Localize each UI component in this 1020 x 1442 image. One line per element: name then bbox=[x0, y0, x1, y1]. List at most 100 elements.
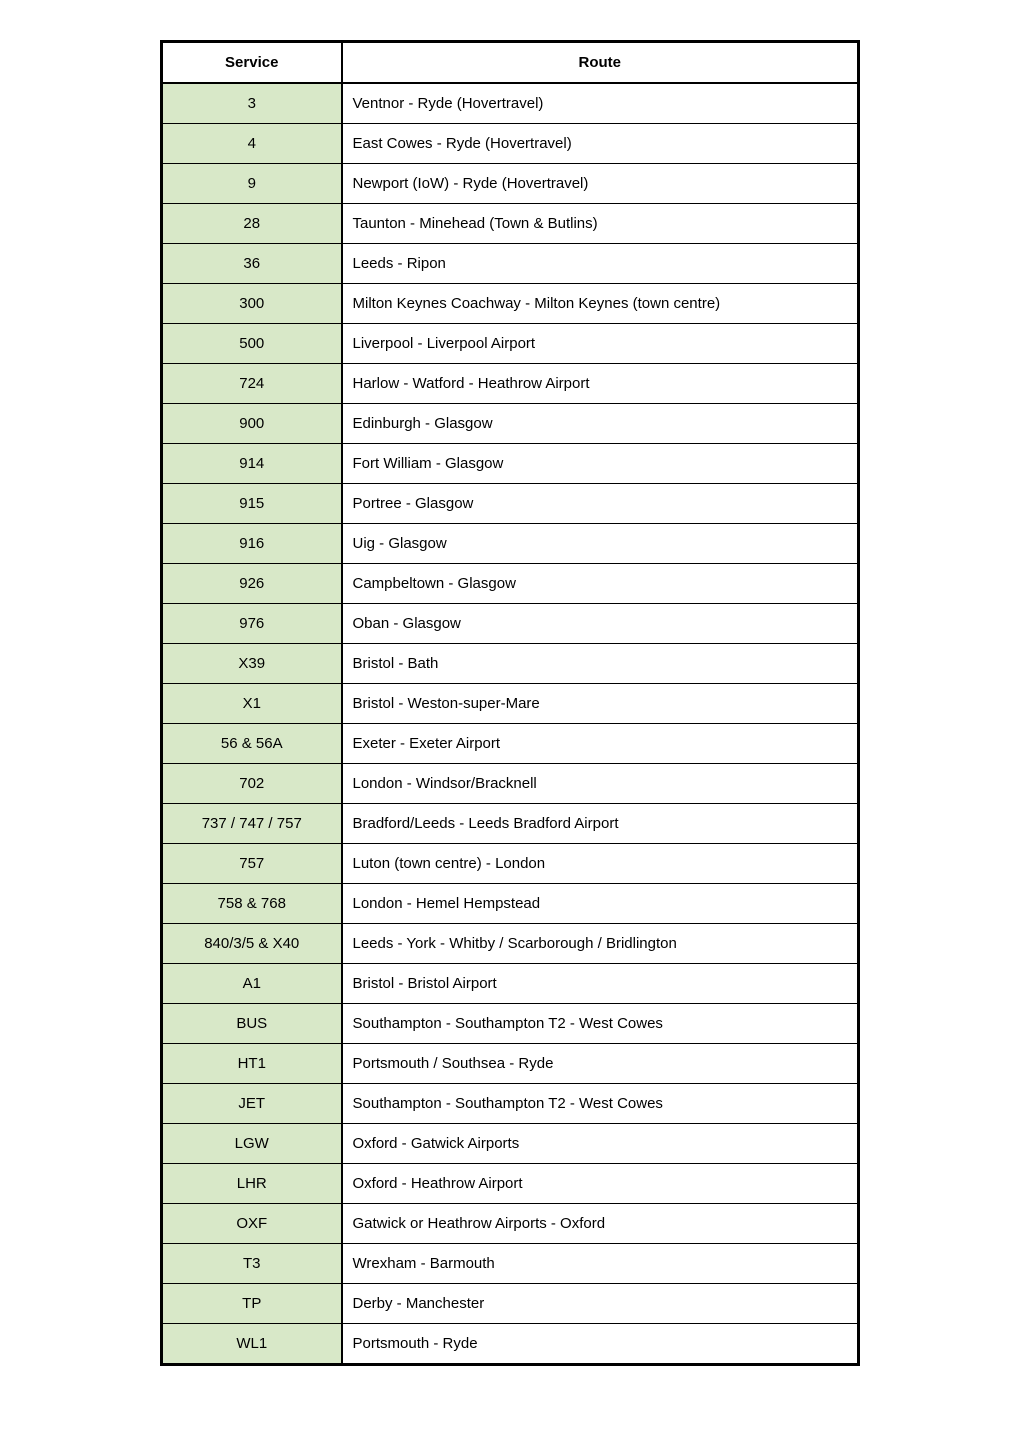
service-cell: BUS bbox=[162, 1004, 342, 1044]
service-cell: 724 bbox=[162, 364, 342, 404]
table-row: LHROxford - Heathrow Airport bbox=[162, 1164, 859, 1204]
table-row: 926Campbeltown - Glasgow bbox=[162, 564, 859, 604]
route-cell: Southampton - Southampton T2 - West Cowe… bbox=[342, 1004, 859, 1044]
route-cell: Milton Keynes Coachway - Milton Keynes (… bbox=[342, 284, 859, 324]
route-cell: Portree - Glasgow bbox=[342, 484, 859, 524]
table-row: 724Harlow - Watford - Heathrow Airport bbox=[162, 364, 859, 404]
service-cell: HT1 bbox=[162, 1044, 342, 1084]
service-cell: 500 bbox=[162, 324, 342, 364]
route-cell: Bristol - Bristol Airport bbox=[342, 964, 859, 1004]
route-cell: Oxford - Gatwick Airports bbox=[342, 1124, 859, 1164]
service-cell: 915 bbox=[162, 484, 342, 524]
route-cell: Edinburgh - Glasgow bbox=[342, 404, 859, 444]
route-cell: Leeds - York - Whitby / Scarborough / Br… bbox=[342, 924, 859, 964]
table-row: 840/3/5 & X40Leeds - York - Whitby / Sca… bbox=[162, 924, 859, 964]
route-cell: London - Windsor/Bracknell bbox=[342, 764, 859, 804]
service-cell: A1 bbox=[162, 964, 342, 1004]
route-cell: Bristol - Weston-super-Mare bbox=[342, 684, 859, 724]
table-row: OXFGatwick or Heathrow Airports - Oxford bbox=[162, 1204, 859, 1244]
service-cell: 9 bbox=[162, 164, 342, 204]
table-row: 500Liverpool - Liverpool Airport bbox=[162, 324, 859, 364]
route-cell: Campbeltown - Glasgow bbox=[342, 564, 859, 604]
route-cell: Wrexham - Barmouth bbox=[342, 1244, 859, 1284]
route-cell: Liverpool - Liverpool Airport bbox=[342, 324, 859, 364]
service-cell: 28 bbox=[162, 204, 342, 244]
service-cell: 3 bbox=[162, 83, 342, 124]
table-row: 300Milton Keynes Coachway - Milton Keyne… bbox=[162, 284, 859, 324]
table-row: JETSouthampton - Southampton T2 - West C… bbox=[162, 1084, 859, 1124]
service-cell: 757 bbox=[162, 844, 342, 884]
table-row: 900Edinburgh - Glasgow bbox=[162, 404, 859, 444]
table-row: 702London - Windsor/Bracknell bbox=[162, 764, 859, 804]
table-body: 3Ventnor - Ryde (Hovertravel)4East Cowes… bbox=[162, 83, 859, 1365]
service-cell: 914 bbox=[162, 444, 342, 484]
service-cell: WL1 bbox=[162, 1324, 342, 1365]
table-row: 737 / 747 / 757Bradford/Leeds - Leeds Br… bbox=[162, 804, 859, 844]
table-row: 758 & 768London - Hemel Hempstead bbox=[162, 884, 859, 924]
table-row: 4East Cowes - Ryde (Hovertravel) bbox=[162, 124, 859, 164]
service-cell: 900 bbox=[162, 404, 342, 444]
table-row: 36Leeds - Ripon bbox=[162, 244, 859, 284]
table-row: X1Bristol - Weston-super-Mare bbox=[162, 684, 859, 724]
table-row: BUSSouthampton - Southampton T2 - West C… bbox=[162, 1004, 859, 1044]
service-cell: 56 & 56A bbox=[162, 724, 342, 764]
table-row: 757Luton (town centre) - London bbox=[162, 844, 859, 884]
table-row: TPDerby - Manchester bbox=[162, 1284, 859, 1324]
table-row: A1Bristol - Bristol Airport bbox=[162, 964, 859, 1004]
route-cell: Uig - Glasgow bbox=[342, 524, 859, 564]
table-row: 9Newport (IoW) - Ryde (Hovertravel) bbox=[162, 164, 859, 204]
routes-table-container: Service Route 3Ventnor - Ryde (Hovertrav… bbox=[160, 40, 860, 1366]
route-cell: Oban - Glasgow bbox=[342, 604, 859, 644]
table-header-row: Service Route bbox=[162, 42, 859, 84]
service-cell: OXF bbox=[162, 1204, 342, 1244]
service-cell: 840/3/5 & X40 bbox=[162, 924, 342, 964]
service-cell: 702 bbox=[162, 764, 342, 804]
route-cell: Fort William - Glasgow bbox=[342, 444, 859, 484]
header-service: Service bbox=[162, 42, 342, 84]
routes-table: Service Route 3Ventnor - Ryde (Hovertrav… bbox=[160, 40, 860, 1366]
table-row: X39Bristol - Bath bbox=[162, 644, 859, 684]
service-cell: 36 bbox=[162, 244, 342, 284]
route-cell: Harlow - Watford - Heathrow Airport bbox=[342, 364, 859, 404]
table-row: 914Fort William - Glasgow bbox=[162, 444, 859, 484]
service-cell: X39 bbox=[162, 644, 342, 684]
table-row: 3Ventnor - Ryde (Hovertravel) bbox=[162, 83, 859, 124]
route-cell: East Cowes - Ryde (Hovertravel) bbox=[342, 124, 859, 164]
table-row: LGWOxford - Gatwick Airports bbox=[162, 1124, 859, 1164]
route-cell: Bradford/Leeds - Leeds Bradford Airport bbox=[342, 804, 859, 844]
table-row: T3Wrexham - Barmouth bbox=[162, 1244, 859, 1284]
route-cell: Taunton - Minehead (Town & Butlins) bbox=[342, 204, 859, 244]
service-cell: LGW bbox=[162, 1124, 342, 1164]
service-cell: 737 / 747 / 757 bbox=[162, 804, 342, 844]
route-cell: Luton (town centre) - London bbox=[342, 844, 859, 884]
service-cell: 300 bbox=[162, 284, 342, 324]
table-row: 916Uig - Glasgow bbox=[162, 524, 859, 564]
table-row: WL1Portsmouth - Ryde bbox=[162, 1324, 859, 1365]
service-cell: JET bbox=[162, 1084, 342, 1124]
route-cell: Derby - Manchester bbox=[342, 1284, 859, 1324]
route-cell: Oxford - Heathrow Airport bbox=[342, 1164, 859, 1204]
service-cell: T3 bbox=[162, 1244, 342, 1284]
route-cell: Portsmouth / Southsea - Ryde bbox=[342, 1044, 859, 1084]
service-cell: 976 bbox=[162, 604, 342, 644]
service-cell: LHR bbox=[162, 1164, 342, 1204]
route-cell: Bristol - Bath bbox=[342, 644, 859, 684]
service-cell: 4 bbox=[162, 124, 342, 164]
route-cell: Portsmouth - Ryde bbox=[342, 1324, 859, 1365]
table-row: 56 & 56AExeter - Exeter Airport bbox=[162, 724, 859, 764]
route-cell: Exeter - Exeter Airport bbox=[342, 724, 859, 764]
header-route: Route bbox=[342, 42, 859, 84]
table-row: 915Portree - Glasgow bbox=[162, 484, 859, 524]
service-cell: 916 bbox=[162, 524, 342, 564]
route-cell: Ventnor - Ryde (Hovertravel) bbox=[342, 83, 859, 124]
route-cell: Southampton - Southampton T2 - West Cowe… bbox=[342, 1084, 859, 1124]
route-cell: Gatwick or Heathrow Airports - Oxford bbox=[342, 1204, 859, 1244]
service-cell: 926 bbox=[162, 564, 342, 604]
table-row: HT1Portsmouth / Southsea - Ryde bbox=[162, 1044, 859, 1084]
route-cell: Newport (IoW) - Ryde (Hovertravel) bbox=[342, 164, 859, 204]
table-row: 28Taunton - Minehead (Town & Butlins) bbox=[162, 204, 859, 244]
service-cell: TP bbox=[162, 1284, 342, 1324]
service-cell: 758 & 768 bbox=[162, 884, 342, 924]
route-cell: London - Hemel Hempstead bbox=[342, 884, 859, 924]
service-cell: X1 bbox=[162, 684, 342, 724]
